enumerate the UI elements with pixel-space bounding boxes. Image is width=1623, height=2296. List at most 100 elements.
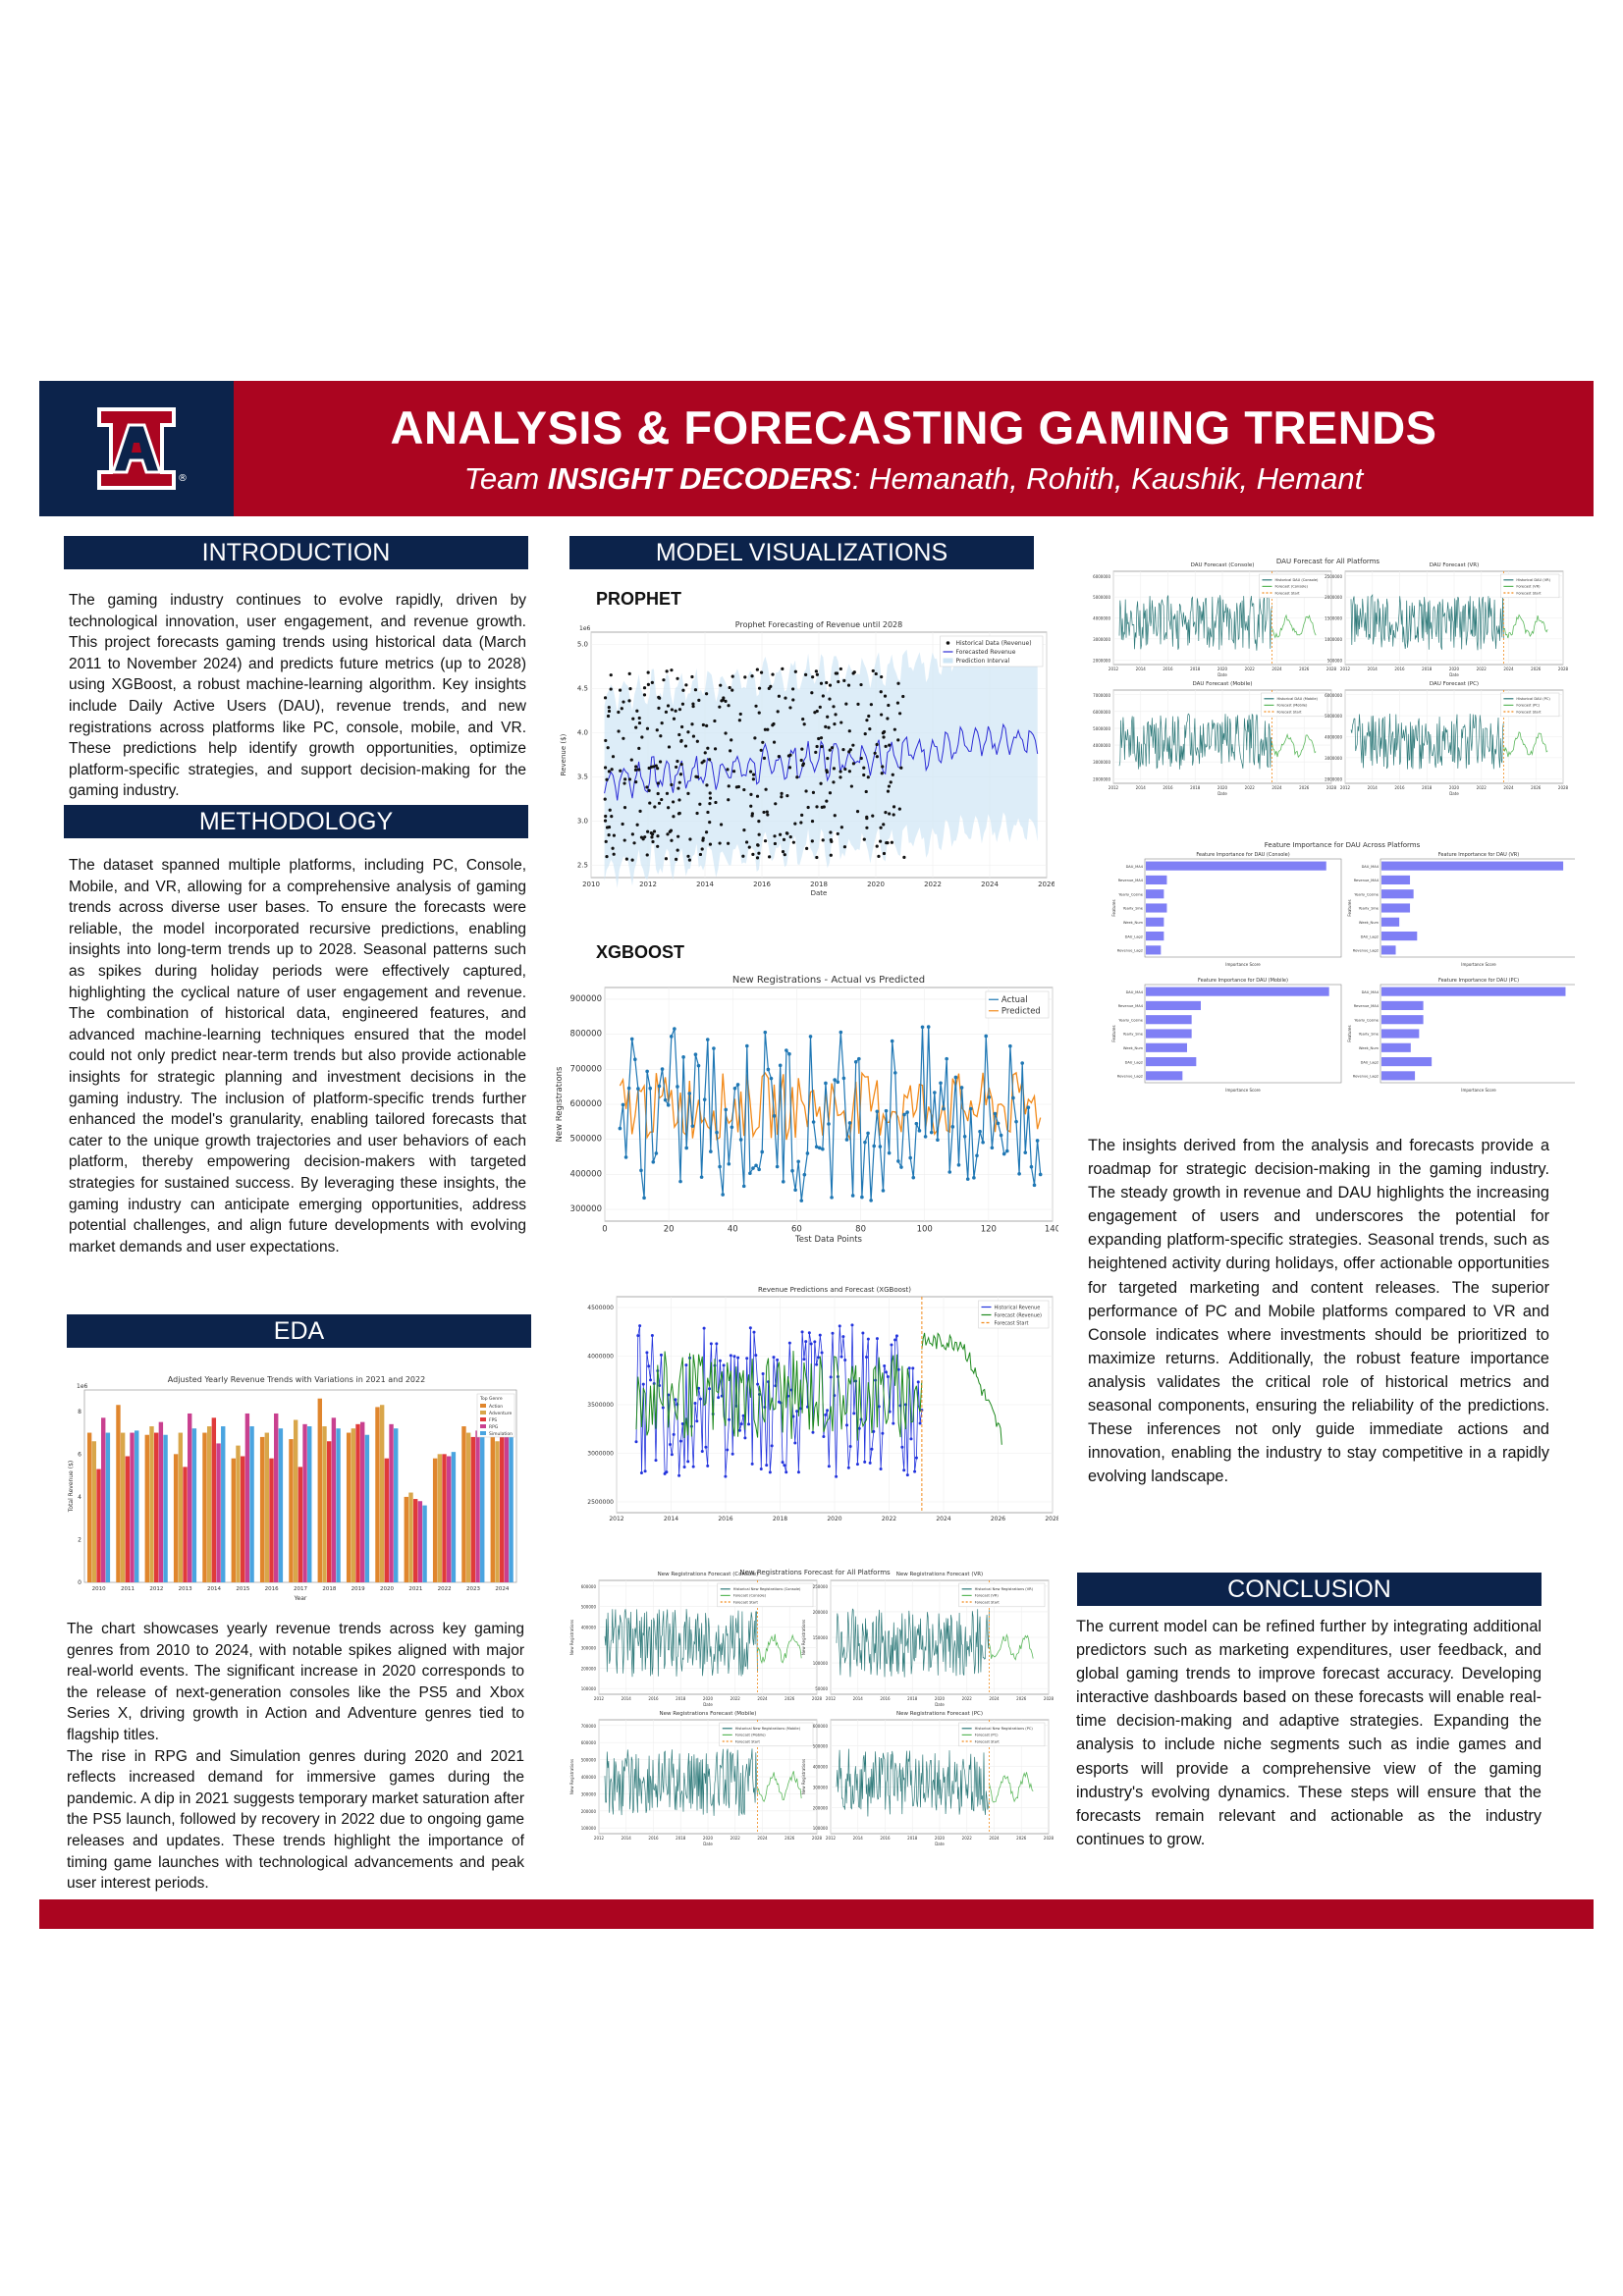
prophet-historical-point <box>672 717 676 721</box>
prophet-historical-point <box>821 838 825 842</box>
xgbreg-actual-point <box>730 1125 734 1130</box>
regfc-xlabel: Date <box>935 1842 945 1846</box>
prophet-historical-point <box>656 781 661 785</box>
prophet-historical-point <box>649 765 654 769</box>
prophet-legend-box <box>940 635 1044 667</box>
prophet-historical-point <box>607 833 611 837</box>
regfc-forecast-line <box>757 1771 802 1802</box>
regfc-xtick: 2026 <box>784 1696 795 1701</box>
prophet-historical-point <box>863 731 867 736</box>
fi-bar <box>1146 861 1326 871</box>
xgbrev-historical-point <box>787 1341 791 1345</box>
regfc-legend-label: Forecast (PC) <box>975 1734 999 1737</box>
daufc-ytick: 4000000 <box>1093 616 1110 621</box>
xgbreg-actual-point <box>929 1130 934 1135</box>
xgbreg-actual-point <box>696 1063 701 1068</box>
regfc-xtick: 2020 <box>935 1696 946 1701</box>
daufc-ytick: 6000000 <box>1093 710 1110 715</box>
prophet-historical-point <box>810 839 814 843</box>
daufc-suptitle: DAU Forecast for All Platforms <box>1276 558 1380 565</box>
prophet-ylabel: Revenue ($) <box>560 733 568 775</box>
fi-feature-label: DAU_Lag2 <box>1125 934 1143 938</box>
xgbreg-actual-point <box>663 1097 668 1102</box>
regfc-xtick: 2020 <box>703 1836 714 1841</box>
eda-xlabel: Year <box>294 1595 307 1602</box>
xgbrev-historical-point <box>877 1405 881 1409</box>
daufc-title: DAU Forecast (Mobile) <box>1192 681 1252 687</box>
daufc-xtick: 2016 <box>1394 785 1405 790</box>
xgbrev-historical-point <box>654 1459 658 1463</box>
eda-bar <box>211 1417 217 1582</box>
section-introduction: INTRODUCTION <box>64 536 528 569</box>
xgbrev-historical-point <box>892 1421 895 1425</box>
prophet-historical-point <box>757 820 761 824</box>
prophet-historical-point <box>676 676 679 680</box>
xgbrev-historical-point <box>641 1382 645 1386</box>
regfc-legend-box <box>719 1722 814 1747</box>
eda-legend-swatch <box>480 1424 486 1428</box>
daufc-ytick: 500000 <box>1327 658 1343 663</box>
prophet-historical-point <box>880 713 884 717</box>
xgbrev-historical-point <box>761 1372 765 1376</box>
regfc-ytick: 100000 <box>813 1826 829 1831</box>
prophet-historical-point <box>635 709 639 713</box>
xgbrev-historical-point <box>791 1415 795 1418</box>
xgbrev-historical-point <box>822 1434 826 1438</box>
xgbrev-historical-point <box>816 1356 820 1360</box>
prophet-historical-point <box>744 840 749 844</box>
xgbreg-actual-point <box>1011 1095 1015 1100</box>
eda-bar <box>302 1423 307 1582</box>
xgbreg-ytick: 700000 <box>570 1064 602 1074</box>
prophet-historical-point <box>622 700 625 704</box>
xgbrev-historical-point <box>693 1402 697 1406</box>
eda-legend-swatch <box>480 1411 486 1415</box>
daufc-ytick: 5000000 <box>1093 726 1110 731</box>
xgbrev-historical-point <box>722 1363 726 1367</box>
prophet-historical-point <box>784 831 789 835</box>
regfc-legend-label: Forecast Start <box>733 1600 759 1604</box>
prophet-historical-point <box>727 784 730 788</box>
xgbreg-actual-point <box>999 1133 1003 1138</box>
fi-ylabel: Features <box>1347 1025 1352 1041</box>
xgbrev-legend-label: Historical Revenue <box>995 1305 1041 1310</box>
prophet-historical-point <box>628 687 632 691</box>
fi-bar <box>1146 903 1167 913</box>
prophet-historical-point <box>708 758 712 762</box>
regfc-ytick: 100000 <box>581 1826 597 1831</box>
prophet-historical-point <box>623 777 627 781</box>
eda-bar <box>384 1458 390 1582</box>
prophet-historical-point <box>791 840 795 844</box>
prophet-historical-point <box>703 751 707 755</box>
xgbreg-actual-point <box>651 1159 656 1164</box>
fi-feature-label: Yearly_Sine <box>1123 1033 1144 1037</box>
regfc-legend-box <box>717 1582 814 1608</box>
fi-ylabel: Features <box>1111 899 1116 916</box>
xgbrev-ytick: 2500000 <box>587 1499 614 1506</box>
xgbreg-actual-point <box>681 1055 685 1059</box>
xgbrev-historical-point <box>868 1461 872 1465</box>
xgbreg-actual-point <box>673 1027 676 1031</box>
prophet-historical-point <box>805 846 809 850</box>
xgbreg-actual-point <box>1029 1164 1034 1169</box>
eda-bar-chart: Adjusted Yearly Revenue Trends with Vari… <box>68 1375 517 1602</box>
prophet-historical-point <box>835 671 839 675</box>
prophet-historical-point <box>708 842 713 846</box>
prophet-historical-point <box>751 777 755 781</box>
prophet-historical-point <box>755 667 759 671</box>
prophet-historical-point <box>771 672 775 676</box>
prophet-historical-point <box>753 736 757 740</box>
xgbreg-actual-point <box>712 1046 716 1050</box>
eda-bar <box>346 1432 352 1582</box>
xgbreg-actual-point <box>626 1086 631 1091</box>
xgbrev-historical-point <box>852 1412 856 1415</box>
fi-xlabel: Importance Score <box>1461 962 1496 967</box>
eda-bar <box>101 1417 106 1582</box>
eda-legend-swatch <box>480 1404 486 1408</box>
xgbrev-historical-point <box>756 1382 760 1386</box>
prophet-historical-point <box>766 813 770 817</box>
eda-bar <box>298 1467 303 1582</box>
xgbreg-actual-point <box>709 1149 713 1153</box>
prophet-historical-point <box>799 758 803 763</box>
prophet-historical-point <box>680 724 684 729</box>
prophet-historical-point <box>730 674 734 678</box>
